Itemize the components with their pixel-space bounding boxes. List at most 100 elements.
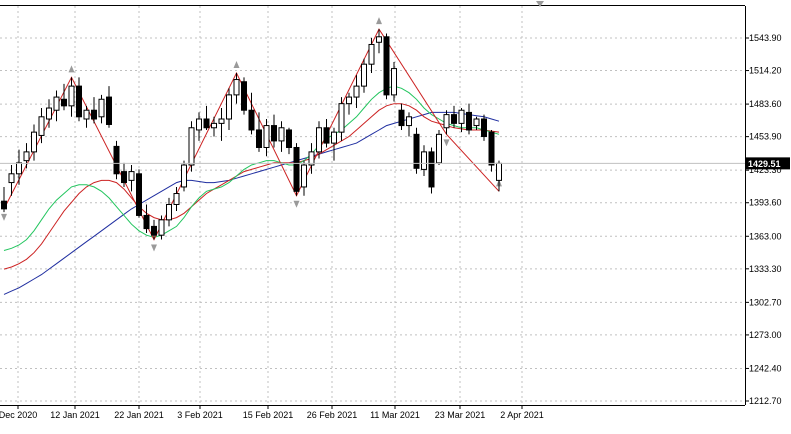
candle[interactable] <box>38 108 45 144</box>
candle[interactable] <box>383 33 390 100</box>
candle[interactable] <box>391 62 397 102</box>
candle[interactable] <box>316 121 322 159</box>
candle[interactable] <box>136 169 142 218</box>
candle[interactable] <box>53 90 60 122</box>
candle[interactable] <box>158 215 165 240</box>
candle[interactable] <box>368 37 375 73</box>
candle[interactable] <box>143 204 150 233</box>
fractal-arrow-icon <box>233 60 240 68</box>
candle[interactable] <box>458 108 465 133</box>
candle[interactable] <box>233 72 240 104</box>
candle[interactable] <box>106 86 112 128</box>
candle[interactable] <box>353 75 360 109</box>
candle[interactable] <box>128 165 135 192</box>
candle[interactable] <box>398 103 405 130</box>
candle-body <box>106 96 112 125</box>
candle[interactable] <box>331 127 337 161</box>
ma-line-red <box>3 103 500 270</box>
candle[interactable] <box>443 110 450 135</box>
candle[interactable] <box>68 77 75 117</box>
candle[interactable] <box>98 94 105 124</box>
candle-body <box>353 85 360 98</box>
candle[interactable] <box>346 92 352 115</box>
candle[interactable] <box>376 29 382 54</box>
candle[interactable] <box>278 121 285 152</box>
candle-body <box>83 109 90 120</box>
candle[interactable] <box>188 121 195 172</box>
candle-body <box>368 43 375 65</box>
candle-body <box>8 173 15 184</box>
candle[interactable] <box>308 143 315 174</box>
candle[interactable] <box>451 105 457 128</box>
candle[interactable] <box>31 124 37 161</box>
candle[interactable] <box>151 219 157 240</box>
chart-shift-marker-icon[interactable] <box>536 1 544 7</box>
candle[interactable] <box>23 143 30 169</box>
candle[interactable] <box>16 149 22 185</box>
candle[interactable] <box>421 145 427 176</box>
candle[interactable] <box>218 108 225 141</box>
candle[interactable] <box>248 92 255 135</box>
candle-body <box>23 151 30 162</box>
candle[interactable] <box>91 97 97 124</box>
candle[interactable] <box>61 83 67 111</box>
candle-body <box>38 116 45 136</box>
candle[interactable] <box>271 114 277 148</box>
candle[interactable] <box>256 112 262 152</box>
candle[interactable] <box>203 105 210 130</box>
candle[interactable] <box>301 160 307 196</box>
time-tick-label: 11 Mar 2021 <box>370 410 420 420</box>
candle[interactable] <box>8 165 15 196</box>
candle[interactable] <box>286 127 292 155</box>
time-tick-label: 23 Mar 2021 <box>435 410 486 420</box>
candle[interactable] <box>361 58 367 93</box>
candle[interactable] <box>263 118 270 157</box>
candle-body <box>143 214 150 230</box>
candle[interactable] <box>166 197 172 227</box>
candle[interactable] <box>121 162 127 187</box>
price-tick-label: 1333.30 <box>749 264 782 274</box>
candle-body <box>383 36 390 96</box>
candles[interactable] <box>1 29 502 240</box>
candle[interactable] <box>46 99 52 128</box>
candle[interactable] <box>181 160 187 192</box>
candle-body <box>496 162 502 181</box>
candle-body <box>241 81 247 111</box>
candle-body <box>376 36 382 43</box>
candle[interactable] <box>338 97 345 141</box>
candle-body <box>113 145 120 175</box>
candle-body <box>286 129 292 148</box>
candle[interactable] <box>413 127 420 174</box>
candle[interactable] <box>428 147 435 194</box>
candle[interactable] <box>466 103 472 135</box>
candle[interactable] <box>76 77 82 122</box>
grid <box>0 6 745 405</box>
candle[interactable] <box>481 114 487 141</box>
candle[interactable] <box>488 129 495 172</box>
candle[interactable] <box>293 143 300 196</box>
time-tick-label: 12 Jan 2021 <box>50 410 100 420</box>
candle[interactable] <box>406 112 412 137</box>
candle[interactable] <box>323 118 330 148</box>
candle[interactable] <box>113 140 120 180</box>
candle[interactable] <box>226 88 232 130</box>
candle-body <box>248 109 255 131</box>
moving-averages <box>3 85 500 295</box>
candle-body <box>301 164 307 188</box>
candle-body <box>421 151 427 170</box>
candle[interactable] <box>211 116 217 137</box>
candle[interactable] <box>496 160 502 192</box>
candle[interactable] <box>196 112 202 141</box>
time-tick-label: Dec 2020 <box>0 410 37 420</box>
candle-body <box>203 118 210 129</box>
candle[interactable] <box>473 116 480 130</box>
candle-body <box>31 131 37 153</box>
candle[interactable] <box>1 186 7 213</box>
candle[interactable] <box>173 186 180 212</box>
candle[interactable] <box>241 77 247 115</box>
candle[interactable] <box>436 129 442 166</box>
candle[interactable] <box>83 105 90 128</box>
candle-body <box>488 131 495 166</box>
